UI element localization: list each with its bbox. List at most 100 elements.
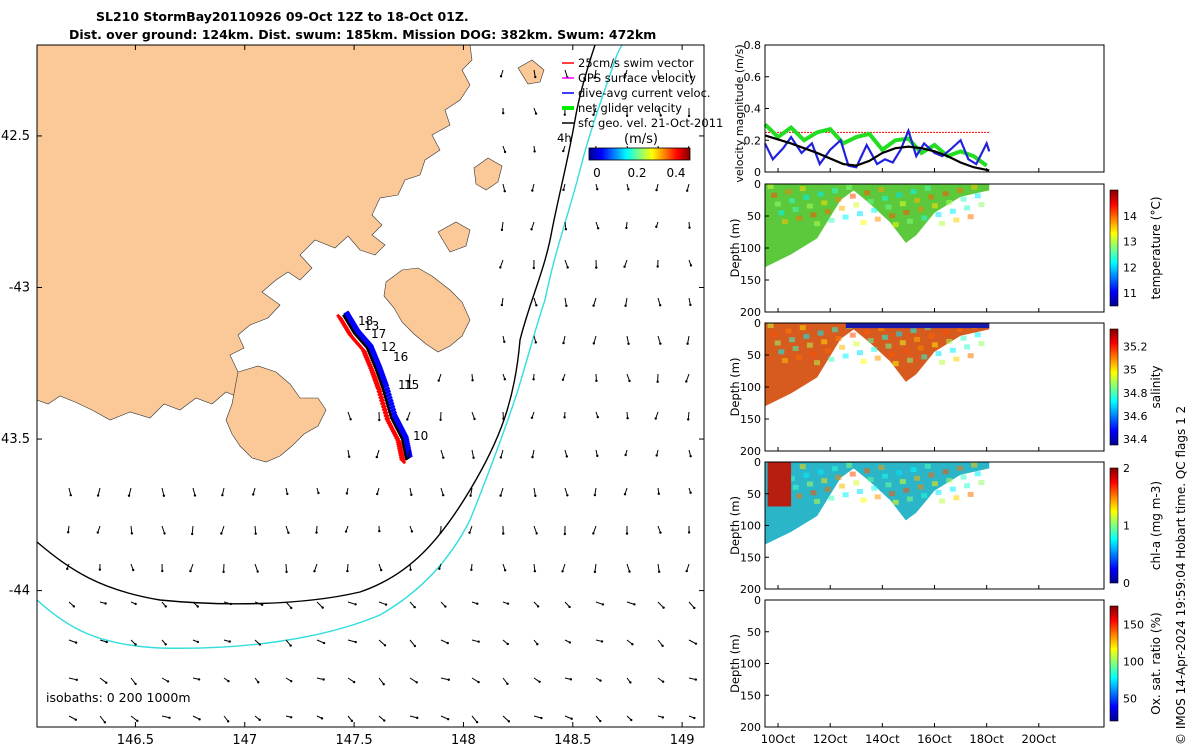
chla-cell [817,469,824,475]
velocity-arrow [657,563,661,573]
chla-cell [881,473,888,479]
velocity-series [764,134,990,172]
current-vector [375,362,382,369]
velocity-arrow [130,563,135,572]
panel-temperature: 0 50 100 150 200 Depth (m) 11 12 13 14 temperature… [728,178,1163,319]
velocity-arrow [440,677,450,681]
temperature-cell [971,184,978,190]
velocity-arrow [470,563,473,572]
velocity-arrow [223,715,230,723]
current-vector [388,404,396,411]
velocity-arrow [687,107,691,118]
velocity-arrow [625,107,629,117]
velocity-arrow [657,107,662,117]
oxygen-colorbar [1109,605,1119,722]
velocity-arrow [688,639,698,645]
velocity-arrow [254,715,261,722]
salinity-cell [942,330,949,336]
salinity-cell [878,326,885,332]
chla-y-tick-label: 50 [747,488,761,501]
map-x-tick-label: 147.5 [335,733,372,748]
current-vector [391,413,399,420]
velocity-arrow [98,563,102,571]
chla-colorbar-tick: 0 [1123,577,1130,590]
salinity-cell [771,331,778,337]
current-vector [352,325,359,331]
velocity-arrow [99,715,107,724]
chla-colorbar-tick: 2 [1123,462,1130,475]
velocity-arrow [533,677,541,684]
glider-track [336,310,413,465]
current-vector [377,368,385,375]
current-vector [370,350,377,356]
velocity-arrow [471,639,480,643]
velocity-arrow [502,183,506,193]
salinity-cell [853,341,860,347]
chla-cell [814,498,821,504]
velocity-arrow [439,525,442,534]
salinity-cell [935,351,942,357]
velocity-arrow [471,601,479,605]
current-vector [355,330,363,336]
current-vector [354,328,361,335]
salinity-cell [871,346,878,352]
velocity-arrow [130,525,134,535]
velocity-arrow [626,677,632,684]
map-axes: 146.5 147 147.5 148 148.5 149 42.5 -43 43.5 -44 [1,45,704,748]
velocity-arrow [502,107,505,115]
velocity-arrow [656,373,659,383]
velocity-arrow [685,183,690,192]
current-vector [395,422,403,428]
velocity-arrow [161,715,171,719]
salinity-cell [956,326,963,332]
velocity-arrow [533,335,538,344]
temperature-cell [946,200,953,205]
chla-cell [789,476,796,482]
velocity-arrow [406,411,411,421]
velocity-arrow [471,677,480,684]
velocity-arrow [347,601,357,606]
current-vector [399,428,406,434]
chla-cell [967,491,974,497]
velocity-arrow [499,487,504,497]
current-vector [386,395,393,401]
velocity-arrow [688,715,696,720]
velocity-arrow [99,639,108,644]
current-vector [343,310,350,317]
land-tasmania [37,45,473,421]
temperature-cell [949,208,956,214]
velocity-arrow [285,563,288,574]
velocity-arrow [533,69,537,79]
salinity-cell [785,328,792,334]
current-vector [362,337,369,344]
velocity-arrow [688,677,698,681]
chla-cell [910,467,917,473]
chla-cell [853,480,860,486]
date-tick-label: 12Oct [813,732,848,746]
chla-cell [978,479,985,485]
temperature-cell [856,211,863,217]
land-tasman-peninsula [383,267,471,353]
velocity-arrow [561,373,566,381]
velocity-arrow [285,639,292,647]
salinity-colorbar-tick: 35.2 [1123,340,1148,353]
swim-vector [399,457,407,465]
chla-y-tick-label: 100 [740,520,761,533]
velocity-arrow [407,449,411,459]
oxygen-y-tick-label: 150 [740,689,761,702]
oxygen-colorbar-tick: 50 [1123,693,1137,706]
temperature-cell [796,215,803,221]
velocity-arrow [533,107,538,115]
current-vector [393,417,401,424]
velocity-arrow [68,677,78,682]
current-vector [380,375,387,382]
chla-ylabel: Depth (m) [728,496,742,555]
velocity-arrow [686,411,690,421]
swim-vector [379,401,387,409]
velocity-arrow [533,487,537,498]
salinity-cell [856,350,863,356]
temperature-colorbar-tick: 14 [1123,210,1137,223]
chla-cell [917,484,924,490]
